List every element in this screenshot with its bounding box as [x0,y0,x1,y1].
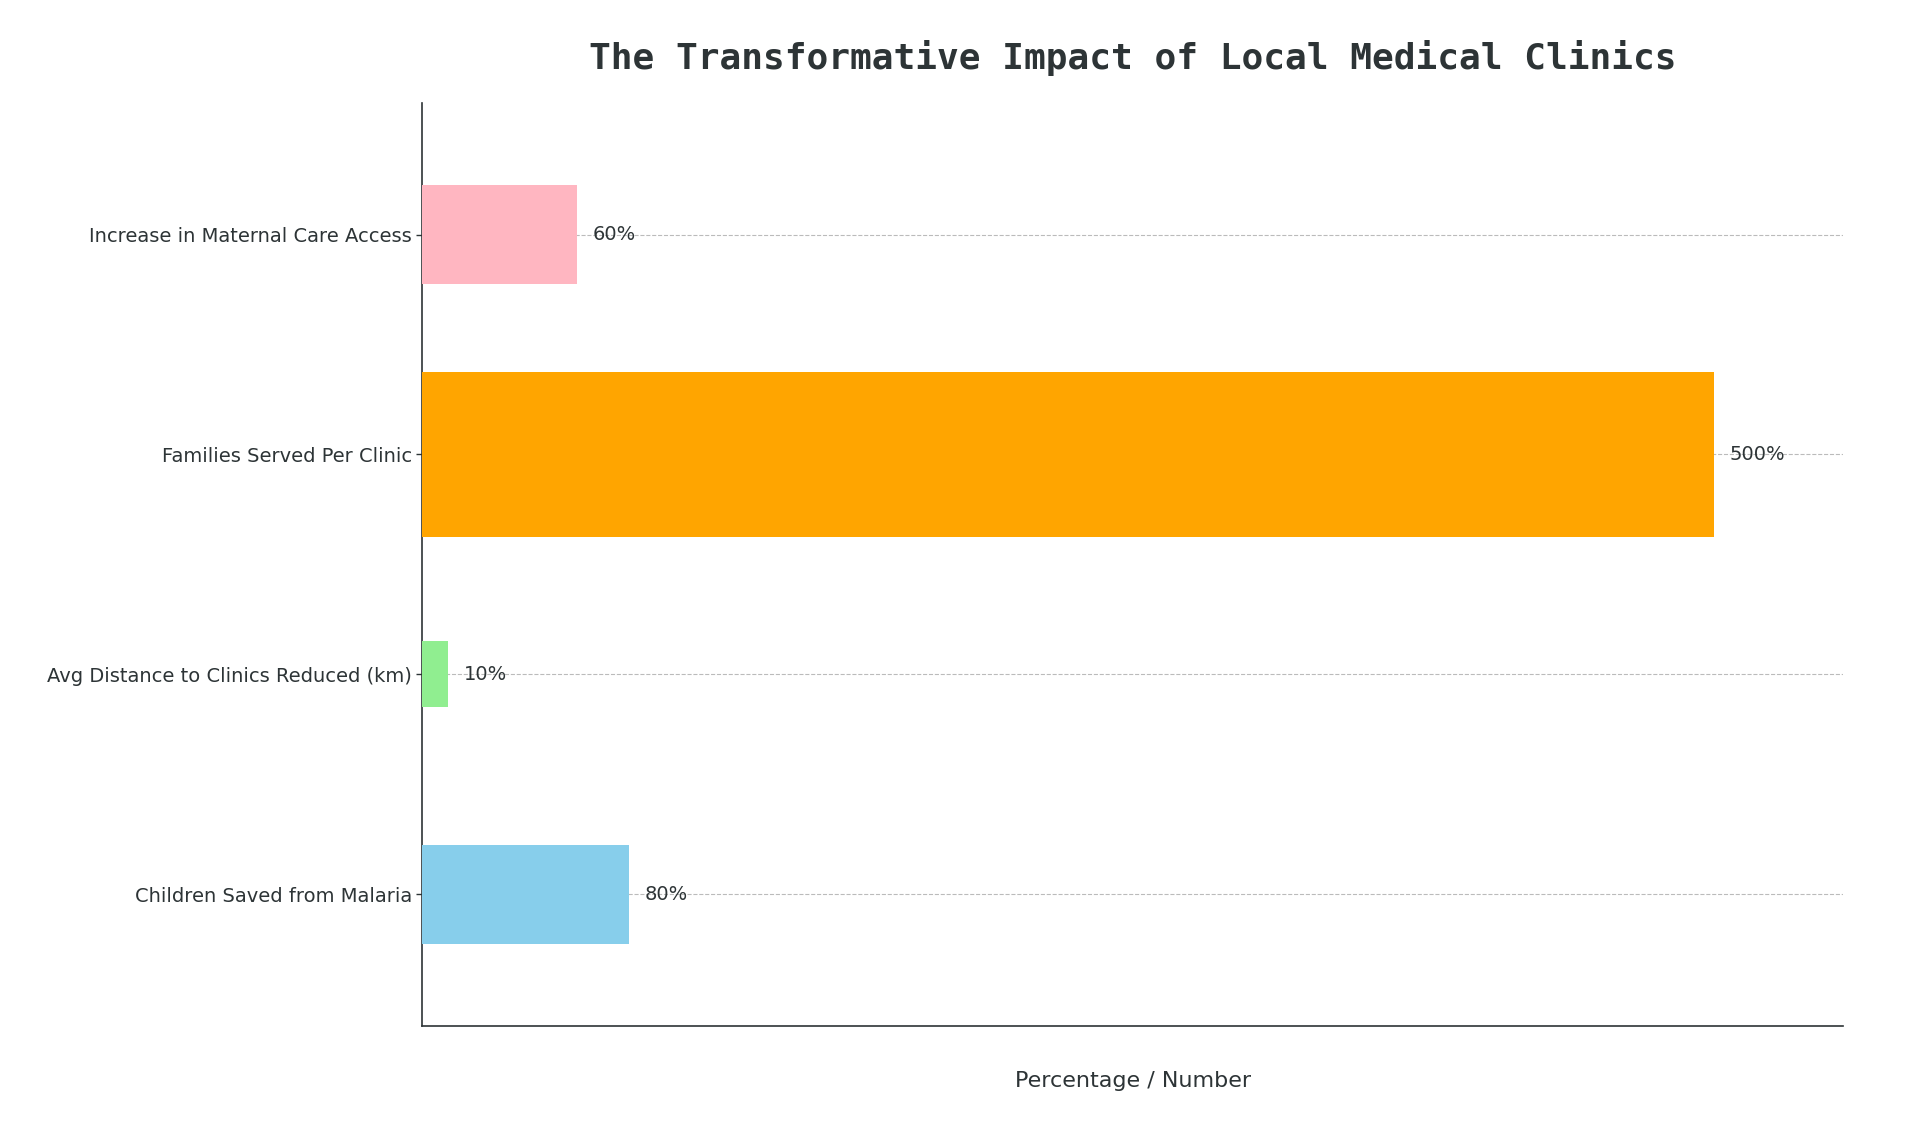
Bar [422,372,1715,537]
Text: 80%: 80% [645,885,687,904]
Bar [422,641,447,707]
Text: 10%: 10% [465,665,507,684]
Bar [422,185,578,284]
Text: 60%: 60% [593,225,636,244]
Bar [422,845,630,944]
Text: Percentage / Number: Percentage / Number [1016,1072,1250,1091]
Text: 500%: 500% [1730,445,1786,464]
Title: The Transformative Impact of Local Medical Clinics: The Transformative Impact of Local Medic… [589,40,1676,76]
